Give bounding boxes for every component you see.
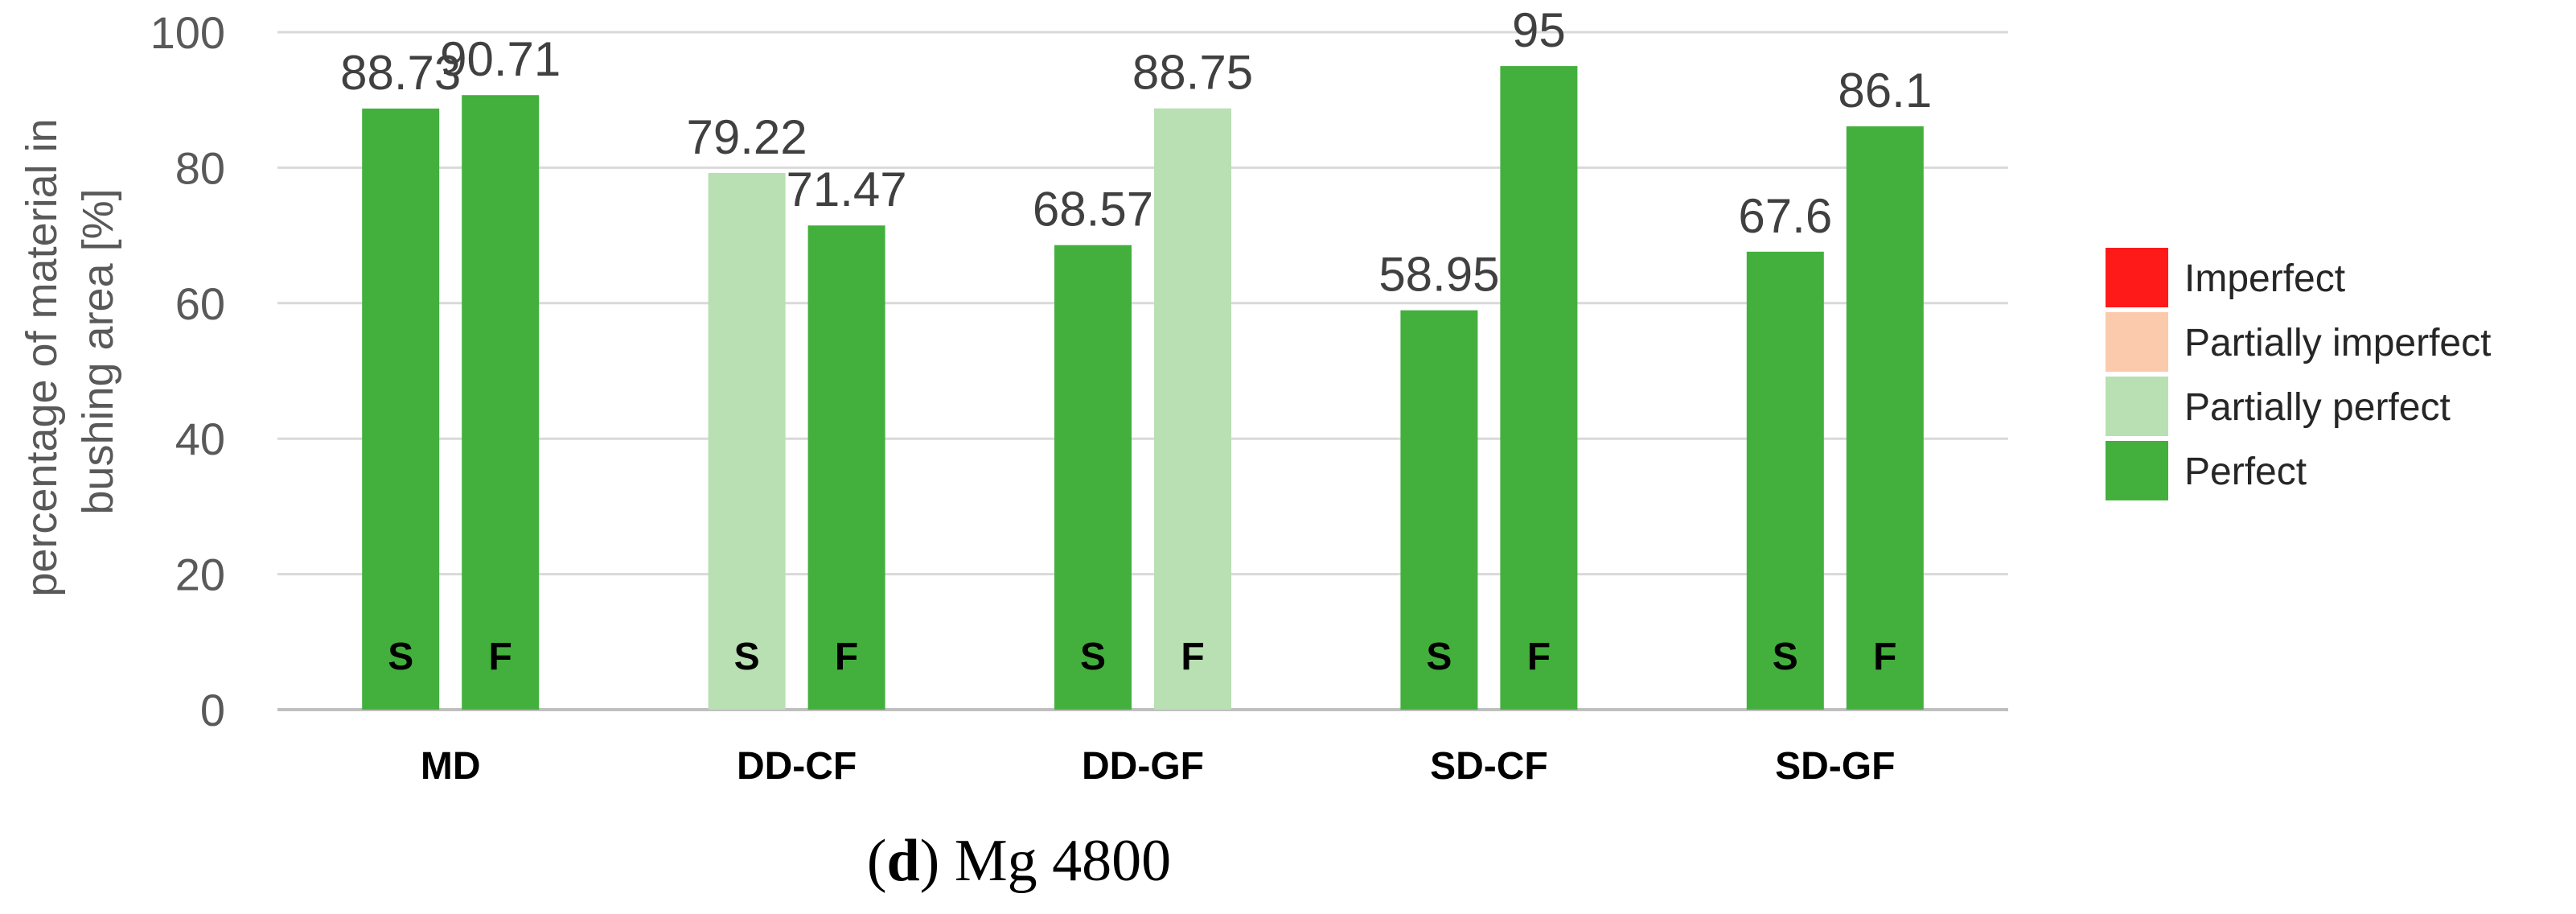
legend: Imperfect Partially imperfect Partially pe… [2106,248,2491,500]
bars: 88.73 S 90.71 F 79.22 S 71.47 F 68.57 S 88.75 F 58.9… [340,3,1932,710]
data-label: 67.6 [1738,189,1832,243]
y-axis-ticks: 0 20 40 60 80 100 [150,7,225,735]
bar-series-letter: F [1181,636,1204,678]
caption-text: Mg 4800 [955,828,1171,894]
y-tick-label: 80 [175,142,225,193]
bar-series-letter: S [734,636,760,678]
x-category-label: SD-GF [1775,745,1895,788]
bar [1054,245,1132,710]
y-tick-label: 20 [175,550,225,600]
y-tick-label: 0 [200,685,225,735]
bar-series-letter: S [1426,636,1452,678]
bar [807,225,885,710]
gridlines [277,31,2008,711]
data-label: 86.1 [1838,64,1932,117]
bar-series-letter: F [489,636,512,678]
y-tick-label: 40 [175,414,225,464]
data-label: 79.22 [687,110,807,164]
legend-swatch [2106,377,2168,436]
bar-series-letter: F [1527,636,1551,678]
bar [462,95,540,710]
x-category-label: DD-CF [737,745,857,788]
bar [1846,126,1924,710]
bar [1400,310,1478,710]
x-category-label: DD-GF [1082,745,1204,788]
bar [708,172,786,710]
caption-letter: d [887,828,920,894]
bar-series-letter: S [1080,636,1106,678]
y-axis-title-line1: percentage of material in [18,118,66,596]
data-label: 88.75 [1132,46,1253,100]
legend-label: Perfect [2184,451,2307,493]
legend-swatch [2106,441,2168,500]
legend-swatch [2106,248,2168,307]
legend-label: Imperfect [2184,257,2345,300]
bar-series-letter: S [388,636,413,678]
data-label: 90.71 [440,32,561,86]
data-label: 88.73 [340,46,461,100]
y-tick-label: 60 [175,278,225,329]
data-label: 71.47 [787,163,907,216]
legend-label: Partially imperfect [2184,322,2491,364]
data-label: 58.95 [1378,248,1499,302]
data-label: 95 [1512,3,1566,57]
y-axis-title: percentage of material in bushing area [… [18,106,122,596]
bar [362,108,440,710]
legend-swatch [2106,312,2168,372]
bar-series-letter: F [1873,636,1896,678]
bar [1500,66,1578,710]
y-axis-title-line2: bushing area [%] [74,188,122,514]
data-label: 68.57 [1033,183,1153,237]
bar-series-letter: S [1773,636,1798,678]
bar [1154,108,1231,710]
x-axis-categories: MD DD-CF DD-GF SD-CF SD-GF [421,745,1896,788]
figure-caption: (d) Mg 4800 [867,828,1171,894]
x-category-label: SD-CF [1430,745,1548,788]
x-category-label: MD [421,745,481,788]
bar [1746,251,1824,710]
bar-series-letter: F [835,636,858,678]
legend-label: Partially perfect [2184,386,2451,429]
y-tick-label: 100 [150,7,225,58]
